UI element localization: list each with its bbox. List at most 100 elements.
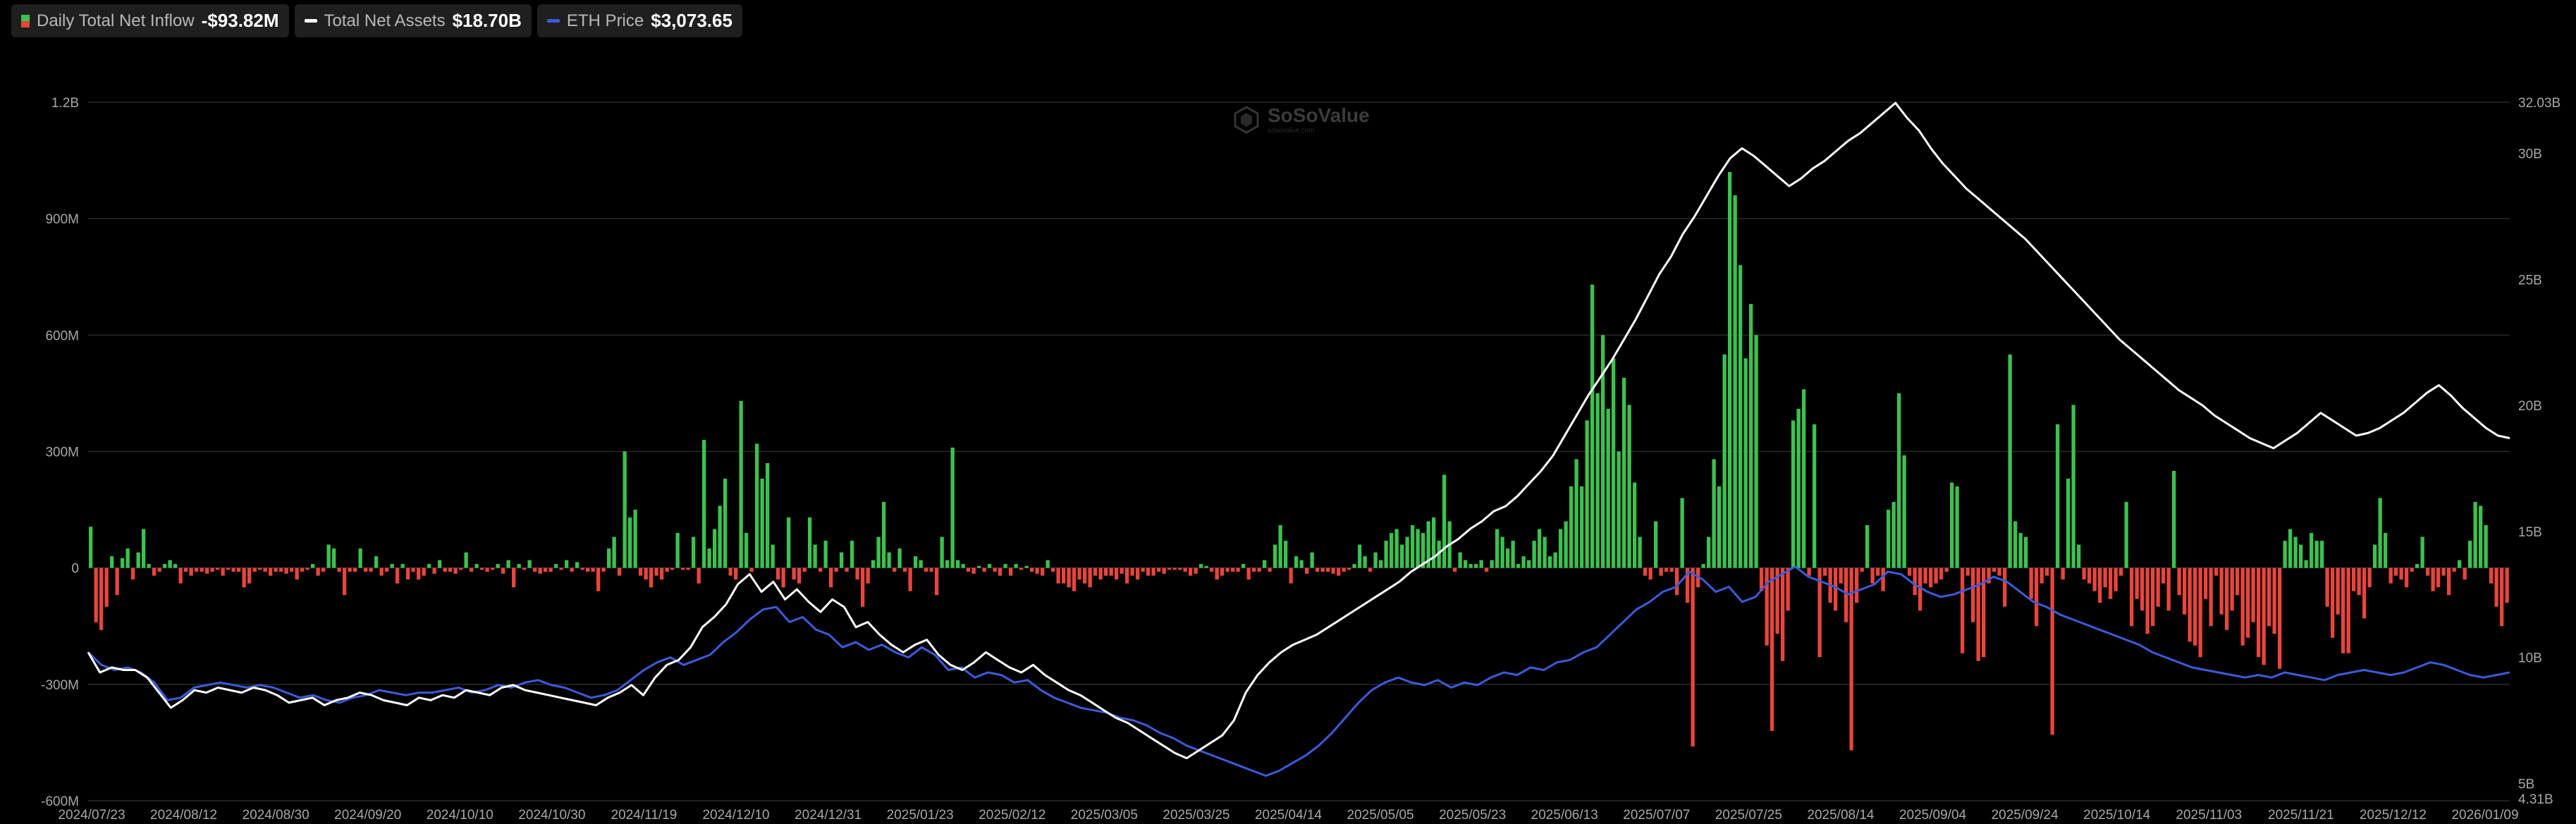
inflow-bar (1738, 265, 1743, 568)
inflow-bar (575, 562, 579, 568)
inflow-bar (887, 552, 891, 568)
inflow-bar (1817, 567, 1822, 658)
inflow-bar (2384, 533, 2388, 568)
inflow-bar (1760, 567, 1764, 591)
inflow-bar (226, 567, 231, 570)
inflow-bar (1326, 567, 1330, 572)
inflow-bar (1189, 567, 1193, 576)
inflow-bar (2109, 567, 2113, 599)
inflow-bar (618, 567, 622, 576)
inflow-bar (2458, 560, 2462, 568)
y-left-tick-label: 1.2B (51, 96, 79, 111)
inflow-bar (2188, 567, 2192, 642)
inflow-bar (697, 567, 701, 584)
legend-inflow[interactable]: Daily Total Net Inflow -$93.82M (11, 4, 289, 37)
x-tick-label: 2025/03/25 (1163, 808, 1229, 823)
inflow-bar (1162, 567, 1166, 574)
inflow-bar (2357, 567, 2361, 596)
watermark-sub: sosovalue.com (1268, 127, 1315, 135)
inflow-bar (1146, 567, 1151, 576)
inflow-bar (1553, 552, 1557, 568)
inflow-bar (2388, 567, 2393, 584)
inflow-bar (2420, 536, 2424, 568)
inflow-bar (1125, 567, 1129, 584)
total-net-assets-line (87, 102, 2510, 760)
inflow-bar (1913, 567, 1917, 596)
inflow-bar (1976, 567, 1980, 661)
inflow-bar (956, 560, 960, 568)
inflow-bar (316, 567, 320, 576)
inflow-bar (1263, 560, 1267, 568)
x-tick-label: 2024/07/23 (58, 808, 125, 823)
inflow-bar (1278, 525, 1282, 568)
inflow-bar (544, 567, 548, 572)
inflow-bar (1141, 567, 1145, 572)
inflow-bar (797, 567, 802, 584)
inflow-bar (834, 567, 838, 572)
inflow-bar (1019, 567, 1024, 570)
inflow-bar (675, 533, 680, 568)
y-left-tick-label: -600M (41, 794, 79, 809)
inflow-bar (142, 529, 146, 568)
inflow-bar (2082, 567, 2086, 580)
inflow-bar (1961, 567, 1965, 653)
inflow-bar (866, 567, 870, 584)
inflow-bar (379, 567, 384, 576)
inflow-bar (427, 564, 431, 568)
inflow-bar (1791, 420, 1796, 568)
inflow-bar (1003, 564, 1007, 568)
inflow-bar (2114, 567, 2118, 591)
x-tick-label: 2025/04/14 (1255, 808, 1323, 823)
inflow-bar (1633, 482, 1637, 568)
inflow-bar (2077, 544, 2081, 568)
inflow-bar (2352, 567, 2356, 591)
inflow-bar (195, 567, 199, 572)
inflow-bar (1257, 567, 1261, 572)
y-right-min-label: 4.31B (2518, 792, 2553, 807)
inflow-bar (2035, 567, 2039, 627)
inflow-bar (1707, 536, 1711, 568)
inflow-bar (1849, 567, 1853, 751)
inflow-bar (2103, 567, 2107, 588)
inflow-bar (1464, 560, 1468, 568)
inflow-bar (586, 567, 590, 572)
inflow-bar (1786, 567, 1790, 611)
inflow-bar (2145, 567, 2149, 634)
inflow-bar (1559, 529, 1563, 568)
inflow-bar (189, 567, 193, 576)
x-tick-label: 2025/09/24 (1992, 808, 2059, 823)
inflow-bar (1241, 564, 1246, 568)
inflow-bar (823, 541, 828, 568)
inflow-bar (1072, 567, 1077, 591)
legend-value: -$93.82M (201, 10, 279, 31)
inflow-bar (924, 567, 928, 572)
inflow-bar (1722, 354, 1726, 568)
inflow-bar (1077, 567, 1081, 580)
inflow-bar (1062, 567, 1066, 584)
legend-net-assets[interactable]: Total Net Assets $18.70B (294, 4, 532, 37)
inflow-bar (1965, 567, 1970, 576)
inflow-bar (2405, 567, 2409, 588)
inflow-bar (1855, 567, 1859, 603)
legend-eth-price[interactable]: ETH Price $3,073.65 (536, 4, 742, 37)
inflow-bar (2235, 567, 2240, 596)
inflow-bar (237, 567, 241, 572)
inflow-bar (1712, 459, 1716, 568)
inflow-bar (216, 567, 220, 570)
inflow-bar (2325, 567, 2329, 607)
x-tick-label: 2025/01/23 (887, 808, 954, 823)
inflow-bar (2166, 567, 2171, 611)
inflow-bar (792, 567, 796, 580)
inflow-bar (1157, 567, 1161, 572)
inflow-bar (1194, 567, 1198, 574)
inflow-bar (1887, 510, 1891, 568)
inflow-bar (2410, 567, 2414, 572)
inflow-bar (1495, 529, 1499, 568)
inflow-bar (755, 443, 759, 568)
inflow-bar (1041, 567, 1045, 576)
inflow-bar (728, 567, 732, 576)
x-tick-label: 2025/11/03 (2176, 808, 2242, 823)
inflow-bar (1532, 541, 1536, 568)
inflow-bar (2040, 567, 2044, 584)
